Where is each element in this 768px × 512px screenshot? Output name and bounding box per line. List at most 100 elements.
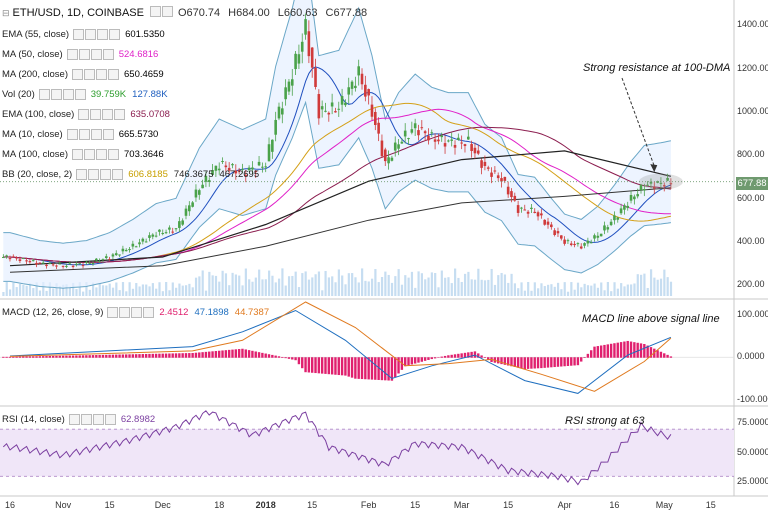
candle-body <box>264 166 268 168</box>
volume-bar <box>387 274 390 296</box>
volume-bar <box>327 277 331 296</box>
indicator-value: 606.8185 <box>128 169 168 180</box>
macd-histogram-bar <box>344 357 347 376</box>
candle-body <box>330 102 334 107</box>
legend-value: 47.1898 <box>194 307 229 318</box>
macd-legend-buttons[interactable] <box>107 307 155 318</box>
macd-histogram-bar <box>261 352 264 358</box>
volume-bar <box>400 284 404 296</box>
candle-body <box>38 262 42 264</box>
macd-histogram-bar <box>134 354 138 358</box>
volume-bar <box>417 271 420 296</box>
candle-body <box>164 232 168 234</box>
macd-histogram-bar <box>503 357 507 365</box>
macd-histogram-bar <box>125 354 128 358</box>
candle-body <box>51 264 55 266</box>
volume-bar <box>58 286 61 296</box>
macd-histogram-bar <box>566 357 570 366</box>
volume-bar <box>450 283 453 296</box>
indicator-buttons[interactable] <box>66 49 115 60</box>
macd-histogram-bar <box>291 357 294 360</box>
volume-bar <box>165 282 168 296</box>
volume-bar <box>540 283 543 296</box>
macd-histogram-bar <box>158 353 161 358</box>
volume-bar <box>630 284 633 296</box>
indicator-buttons[interactable] <box>66 129 115 140</box>
collapse-icon[interactable]: ⊟ <box>2 7 10 18</box>
volume-bar <box>181 285 184 296</box>
volume-bar <box>35 282 38 296</box>
macd-histogram-bar <box>151 353 154 358</box>
volume-bar <box>430 272 433 296</box>
indicator-buttons[interactable] <box>38 89 87 100</box>
macd-histogram-bar <box>350 357 354 378</box>
candle-body <box>417 130 420 136</box>
macd-histogram-bar <box>184 353 188 358</box>
candle-body <box>350 81 354 89</box>
macd-histogram-bar <box>191 353 194 358</box>
volume-bar <box>204 290 208 296</box>
volume-bar <box>553 286 556 296</box>
symbol-buttons[interactable] <box>149 6 174 20</box>
candle-body <box>244 174 248 176</box>
candle-body <box>579 246 583 249</box>
volume-bar <box>460 281 463 296</box>
candle-body <box>523 209 527 211</box>
volume-bar <box>311 277 314 296</box>
macd-histogram-bar <box>237 349 241 358</box>
indicator-value: 127.88K <box>132 89 168 100</box>
macd-histogram-bar <box>320 357 324 374</box>
volume-bar <box>493 284 497 296</box>
indicator-buttons[interactable] <box>78 109 126 120</box>
volume-bar <box>666 277 669 296</box>
candle-body <box>91 263 95 265</box>
macd-histogram-bar <box>108 354 111 358</box>
indicator-buttons[interactable] <box>76 169 124 180</box>
volume-bar <box>121 282 125 296</box>
macd-histogram-bar <box>340 357 344 376</box>
candle-body <box>643 189 646 191</box>
candle-body <box>334 111 337 113</box>
candle-body <box>314 67 317 87</box>
bollinger-upper-line <box>3 0 672 244</box>
volume-bar <box>241 285 244 296</box>
indicator-buttons[interactable] <box>73 29 121 40</box>
eye-icon[interactable] <box>149 6 161 17</box>
candle-body <box>516 205 520 213</box>
time-tick-label: 16 <box>609 500 620 510</box>
candle-body <box>393 142 397 151</box>
macd-histogram-bar <box>297 357 301 365</box>
candle-body <box>217 168 221 171</box>
candle-body <box>370 104 374 117</box>
volume-bar <box>530 290 533 296</box>
volume-bar <box>321 290 324 296</box>
volume-bar <box>191 287 194 296</box>
candle-body <box>556 231 560 234</box>
candle-body <box>11 256 15 258</box>
candle-body <box>659 182 663 184</box>
volume-bar <box>537 288 540 296</box>
rsi-legend-buttons[interactable] <box>68 414 117 425</box>
macd-histogram-bar <box>487 357 490 360</box>
macd-histogram-bar <box>586 353 590 358</box>
candle-body <box>357 66 360 76</box>
indicator-buttons[interactable] <box>72 149 120 160</box>
settings-icon[interactable] <box>161 6 173 17</box>
candle-body <box>184 208 188 216</box>
macd-histogram-bar <box>354 357 357 379</box>
volume-bar <box>347 273 350 296</box>
indicator-buttons[interactable] <box>72 69 120 80</box>
volume-bar <box>198 276 201 296</box>
candle-body <box>317 94 321 119</box>
volume-bar <box>25 285 28 296</box>
legend-value: 44.7387 <box>234 307 270 318</box>
candle-body <box>71 265 75 267</box>
candle-body <box>141 238 145 242</box>
candle-body <box>616 217 620 220</box>
macd-histogram-bar <box>450 354 453 358</box>
volume-bar <box>151 283 154 296</box>
candle-body <box>21 257 25 259</box>
macd-histogram-bar <box>241 348 244 358</box>
volume-bar <box>148 286 151 296</box>
